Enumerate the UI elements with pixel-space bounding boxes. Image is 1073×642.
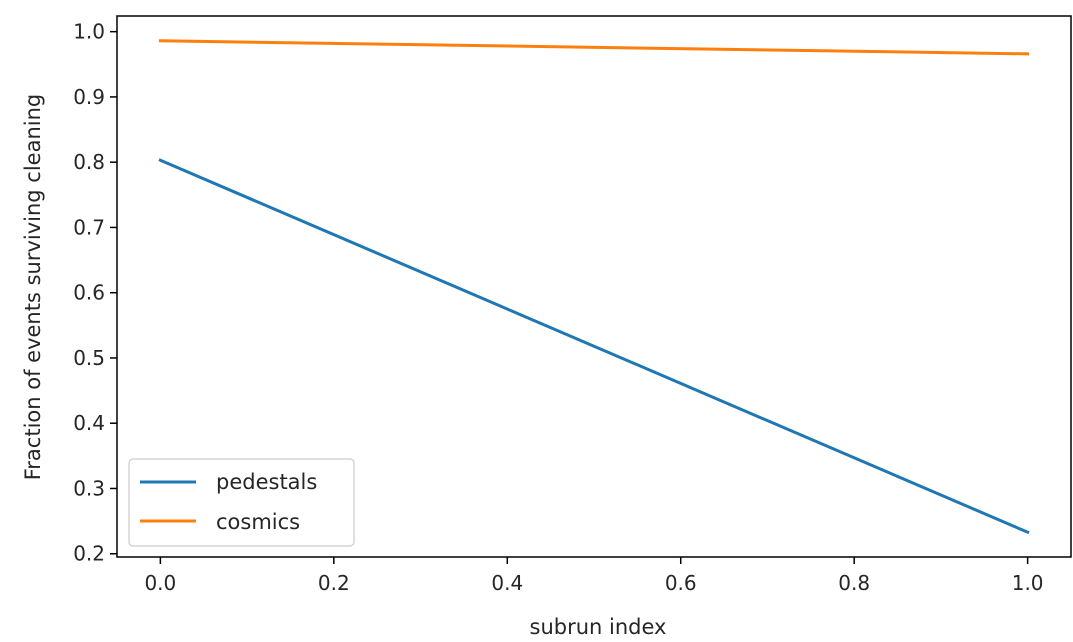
y-tick-label: 0.3 xyxy=(73,476,105,500)
legend: pedestals cosmics xyxy=(128,458,355,547)
x-axis-ticks: 0.0 0.2 0.4 0.6 0.8 1.0 xyxy=(144,557,1044,595)
x-tick-label: 0.4 xyxy=(491,571,523,595)
x-tick-label: 0.0 xyxy=(144,571,176,595)
y-tick-label: 0.5 xyxy=(73,346,105,370)
x-tick-label: 0.2 xyxy=(318,571,350,595)
y-axis-ticks: 0.2 0.3 0.4 0.5 0.6 0.7 0.8 0.9 1.0 xyxy=(73,20,117,566)
x-axis-label: subrun index xyxy=(530,615,667,639)
x-tick-label: 0.8 xyxy=(838,571,870,595)
y-tick-label: 0.9 xyxy=(73,85,105,109)
series-line-cosmics xyxy=(158,39,1030,56)
legend-label-pedestals: pedestals xyxy=(216,470,317,494)
y-tick-label: 0.8 xyxy=(73,150,105,174)
series-layer xyxy=(158,39,1030,535)
y-tick-label: 0.2 xyxy=(73,542,105,566)
y-tick-label: 0.7 xyxy=(73,215,105,239)
y-tick-label: 0.4 xyxy=(73,411,105,435)
x-tick-label: 1.0 xyxy=(1012,571,1044,595)
plot-area-frame xyxy=(116,15,1072,558)
y-tick-label: 0.6 xyxy=(73,281,105,305)
y-axis-label: Fraction of events surviving cleaning xyxy=(21,94,45,481)
x-tick-label: 0.6 xyxy=(665,571,697,595)
y-tick-label: 1.0 xyxy=(73,20,105,44)
legend-label-cosmics: cosmics xyxy=(216,510,300,534)
series-line-pedestals xyxy=(158,158,1030,535)
